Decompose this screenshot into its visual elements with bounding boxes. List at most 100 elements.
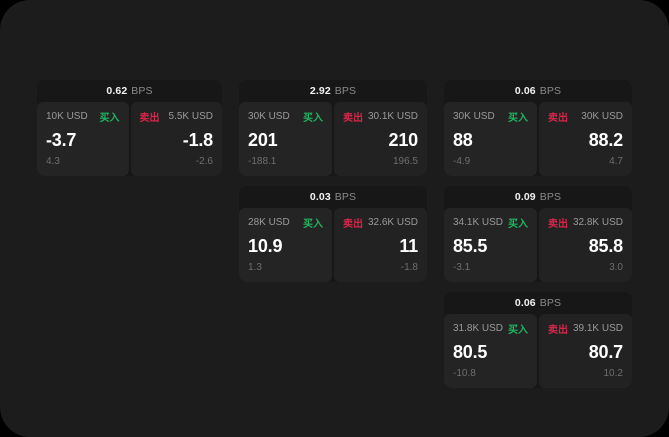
- buy-delta: 1.3: [248, 262, 262, 273]
- sell-tag: 卖出: [139, 113, 160, 124]
- buy-tag: 买入: [303, 113, 323, 124]
- quote-column-3: 0.06 BPS 30K USD 买入 88 -4.9 卖出: [444, 80, 632, 388]
- buy-size: 30K USD: [453, 111, 495, 122]
- buy-size: 10K USD: [46, 111, 88, 122]
- buy-size: 28K USD: [248, 217, 290, 228]
- sell-size: 30.1K USD: [367, 111, 418, 122]
- buy-panel[interactable]: 28K USD 买入 10.9 1.3: [239, 208, 332, 282]
- buy-panel[interactable]: 30K USD 买入 201 -188.1: [239, 102, 332, 176]
- card-body: 28K USD 买入 10.9 1.3 卖出 32.6K USD 11 -1.8: [239, 208, 427, 282]
- bps-value: 0.03: [309, 191, 331, 203]
- sell-size: 39.1K USD: [572, 323, 623, 334]
- quote-card[interactable]: 0.62 BPS 10K USD 买入 -3.7 4.3 卖出: [37, 80, 223, 176]
- buy-tag: 买入: [507, 325, 528, 336]
- card-header: 0.62 BPS: [37, 80, 223, 102]
- card-header: 0.06 BPS: [444, 292, 632, 314]
- sell-price: 85.8: [588, 235, 623, 256]
- quote-card[interactable]: 0.06 BPS 31.8K USD 买入 80.5 -10.8 卖: [444, 292, 632, 388]
- quote-board: 0.62 BPS 10K USD 买入 -3.7 4.3 卖出: [37, 80, 632, 388]
- buy-delta: -188.1: [248, 156, 277, 167]
- sell-panel[interactable]: 卖出 5.5K USD -1.8 -2.6: [130, 102, 222, 176]
- sell-delta: 3.0: [609, 262, 623, 273]
- card-body: 30K USD 买入 201 -188.1 卖出 30.1K USD 210 1…: [239, 102, 427, 176]
- bps-value: 0.06: [514, 85, 536, 97]
- sell-price: 88.2: [588, 129, 623, 150]
- buy-panel[interactable]: 10K USD 买入 -3.7 4.3: [37, 102, 129, 176]
- card-body: 30K USD 买入 88 -4.9 卖出 30K USD 88.2 4.7: [444, 102, 632, 176]
- quote-card[interactable]: 0.09 BPS 34.1K USD 买入 85.5 -3.1 卖出: [444, 186, 632, 282]
- buy-panel-top: 10K USD 买入: [46, 110, 120, 124]
- sell-panel-top: 卖出 32.8K USD: [548, 216, 623, 230]
- buy-price: 88: [453, 129, 473, 150]
- quote-column-1: 0.62 BPS 10K USD 买入 -3.7 4.3 卖出: [37, 80, 223, 176]
- sell-panel[interactable]: 卖出 32.6K USD 11 -1.8: [334, 208, 427, 282]
- sell-size: 5.5K USD: [168, 111, 213, 122]
- buy-panel-top: 30K USD 买入: [248, 110, 323, 124]
- buy-delta: 4.3: [46, 156, 60, 167]
- quote-card[interactable]: 0.03 BPS 28K USD 买入 10.9 1.3 卖出: [239, 186, 427, 282]
- sell-panel[interactable]: 卖出 30.1K USD 210 196.5: [334, 102, 427, 176]
- sell-panel[interactable]: 卖出 39.1K USD 80.7 10.2: [538, 314, 632, 388]
- buy-price: 10.9: [248, 235, 283, 256]
- bps-unit-label: BPS: [334, 191, 357, 203]
- quote-card[interactable]: 2.92 BPS 30K USD 买入 201 -188.1 卖出: [239, 80, 427, 176]
- bps-value: 0.62: [106, 85, 128, 97]
- bps-value: 2.92: [309, 85, 331, 97]
- card-header: 0.03 BPS: [239, 186, 427, 208]
- buy-price: 80.5: [453, 341, 488, 362]
- buy-price: 201: [248, 129, 278, 150]
- bps-unit-label: BPS: [539, 85, 562, 97]
- sell-size: 32.8K USD: [572, 217, 623, 228]
- buy-tag: 买入: [303, 219, 323, 230]
- sell-delta: -1.8: [400, 262, 418, 273]
- buy-size: 30K USD: [248, 111, 290, 122]
- quote-column-2: 2.92 BPS 30K USD 买入 201 -188.1 卖出: [239, 80, 427, 282]
- buy-panel[interactable]: 34.1K USD 买入 85.5 -3.1: [444, 208, 537, 282]
- card-body: 10K USD 买入 -3.7 4.3 卖出 5.5K USD -1.8 -2.…: [37, 102, 222, 176]
- sell-delta: 4.7: [609, 156, 623, 167]
- buy-delta: -3.1: [453, 262, 471, 273]
- buy-price: 85.5: [453, 235, 488, 256]
- buy-delta: -10.8: [453, 368, 476, 379]
- bps-unit-label: BPS: [539, 191, 562, 203]
- sell-panel[interactable]: 卖出 32.8K USD 85.8 3.0: [538, 208, 632, 282]
- buy-tag: 买入: [507, 113, 528, 124]
- sell-tag: 卖出: [343, 219, 363, 230]
- sell-tag: 卖出: [547, 325, 568, 336]
- card-header: 0.09 BPS: [444, 186, 632, 208]
- buy-delta: -4.9: [453, 156, 471, 167]
- sell-delta: 10.2: [603, 368, 623, 379]
- bps-unit-label: BPS: [334, 85, 357, 97]
- card-header: 2.92 BPS: [239, 80, 427, 102]
- quote-card[interactable]: 0.06 BPS 30K USD 买入 88 -4.9 卖出: [444, 80, 632, 176]
- sell-panel[interactable]: 卖出 30K USD 88.2 4.7: [538, 102, 632, 176]
- buy-panel[interactable]: 31.8K USD 买入 80.5 -10.8: [444, 314, 537, 388]
- sell-delta: 196.5: [392, 156, 418, 167]
- bps-unit-label: BPS: [131, 85, 153, 97]
- buy-tag: 买入: [507, 219, 528, 230]
- buy-panel-top: 31.8K USD 买入: [453, 322, 528, 336]
- buy-panel[interactable]: 30K USD 买入 88 -4.9: [444, 102, 537, 176]
- bps-unit-label: BPS: [539, 297, 562, 309]
- sell-size: 30K USD: [581, 111, 623, 122]
- sell-panel-top: 卖出 39.1K USD: [547, 322, 623, 336]
- card-body: 34.1K USD 买入 85.5 -3.1 卖出 32.8K USD 85.8…: [444, 208, 632, 282]
- sell-price: -1.8: [182, 129, 213, 150]
- sell-price: 11: [399, 235, 418, 256]
- buy-price: -3.7: [46, 129, 77, 150]
- sell-price: 210: [388, 129, 419, 150]
- buy-panel-top: 30K USD 买入: [453, 110, 528, 124]
- sell-panel-top: 卖出 30.1K USD: [343, 110, 418, 124]
- card-body: 31.8K USD 买入 80.5 -10.8 卖出 39.1K USD 80.…: [444, 314, 632, 388]
- buy-size: 34.1K USD: [453, 217, 504, 228]
- sell-delta: -2.6: [195, 156, 213, 167]
- sell-panel-top: 卖出 5.5K USD: [139, 110, 214, 124]
- sell-price: 80.7: [588, 341, 623, 362]
- sell-tag: 卖出: [547, 113, 568, 124]
- bps-value: 0.06: [514, 297, 536, 309]
- card-header: 0.06 BPS: [444, 80, 632, 102]
- sell-panel-top: 卖出 30K USD: [547, 110, 623, 124]
- buy-panel-top: 28K USD 买入: [248, 216, 323, 230]
- buy-panel-top: 34.1K USD 买入: [453, 216, 528, 230]
